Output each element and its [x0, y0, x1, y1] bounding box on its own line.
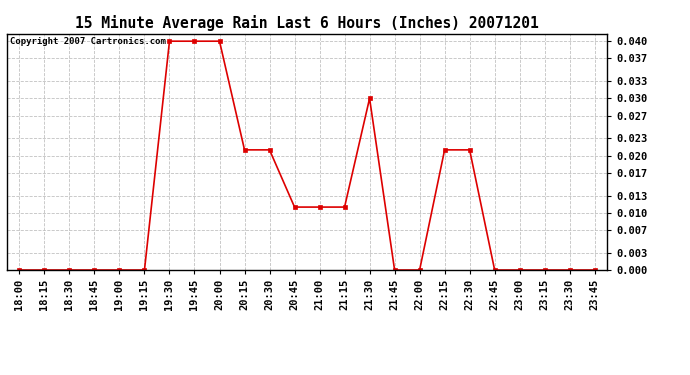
Title: 15 Minute Average Rain Last 6 Hours (Inches) 20071201: 15 Minute Average Rain Last 6 Hours (Inc… [75, 15, 539, 31]
Text: Copyright 2007 Cartronics.com: Copyright 2007 Cartronics.com [10, 37, 166, 46]
